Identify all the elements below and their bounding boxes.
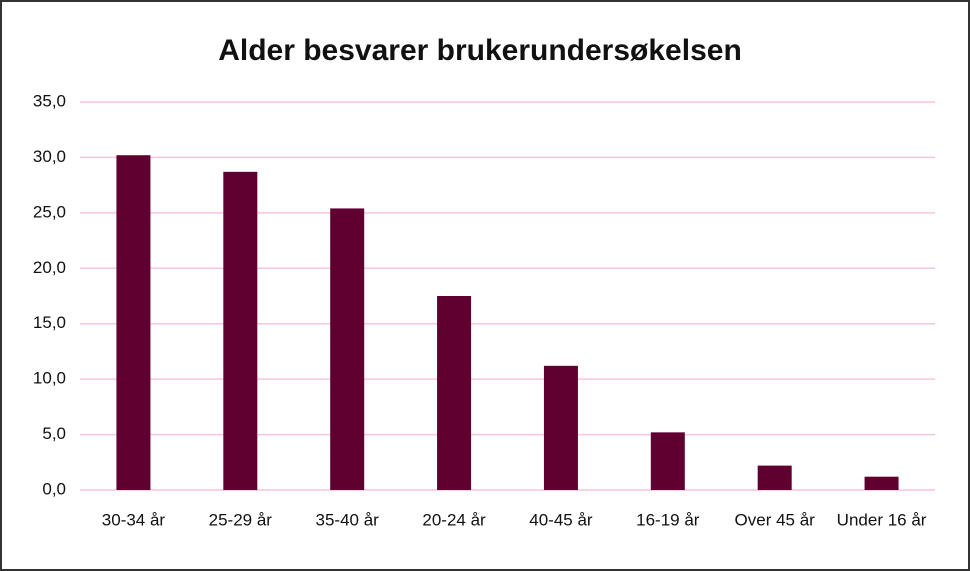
bar [543,365,578,490]
x-tick-label: Under 16 år [837,510,927,529]
x-tick-label: 40-45 år [529,510,593,529]
x-tick-label: Over 45 år [735,510,816,529]
y-tick-label: 5,0 [42,424,66,443]
y-tick-label: 10,0 [33,369,66,388]
x-tick-label: 35-40 år [316,510,380,529]
y-tick-label: 20,0 [33,258,66,277]
x-tick-label: 20-24 år [422,510,486,529]
bar [650,432,685,490]
y-tick-label: 15,0 [33,313,66,332]
bar [437,296,472,490]
chart-title: Alder besvarer brukerundersøkelsen [218,34,742,67]
x-tick-label: 25-29 år [209,510,273,529]
y-tick-label: 30,0 [33,147,66,166]
bar [330,208,365,490]
x-tick-label: 16-19 år [636,510,700,529]
bar [116,155,151,490]
y-tick-label: 0,0 [42,479,66,498]
bar [223,171,258,490]
x-tick-label: 30-34 år [102,510,166,529]
y-tick-label: 25,0 [33,202,66,221]
bar [757,465,792,490]
y-tick-label: 35,0 [33,91,66,110]
bar [864,476,899,490]
